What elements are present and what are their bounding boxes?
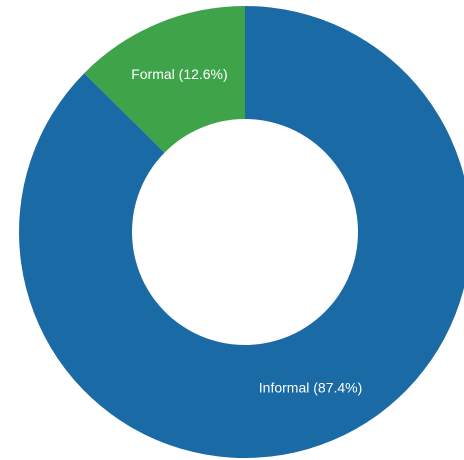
donut-slice <box>84 6 246 153</box>
slice-label: Informal (87.4%) <box>259 380 362 396</box>
slice-label: Formal (12.6%) <box>131 66 227 82</box>
donut-slice <box>19 6 464 458</box>
